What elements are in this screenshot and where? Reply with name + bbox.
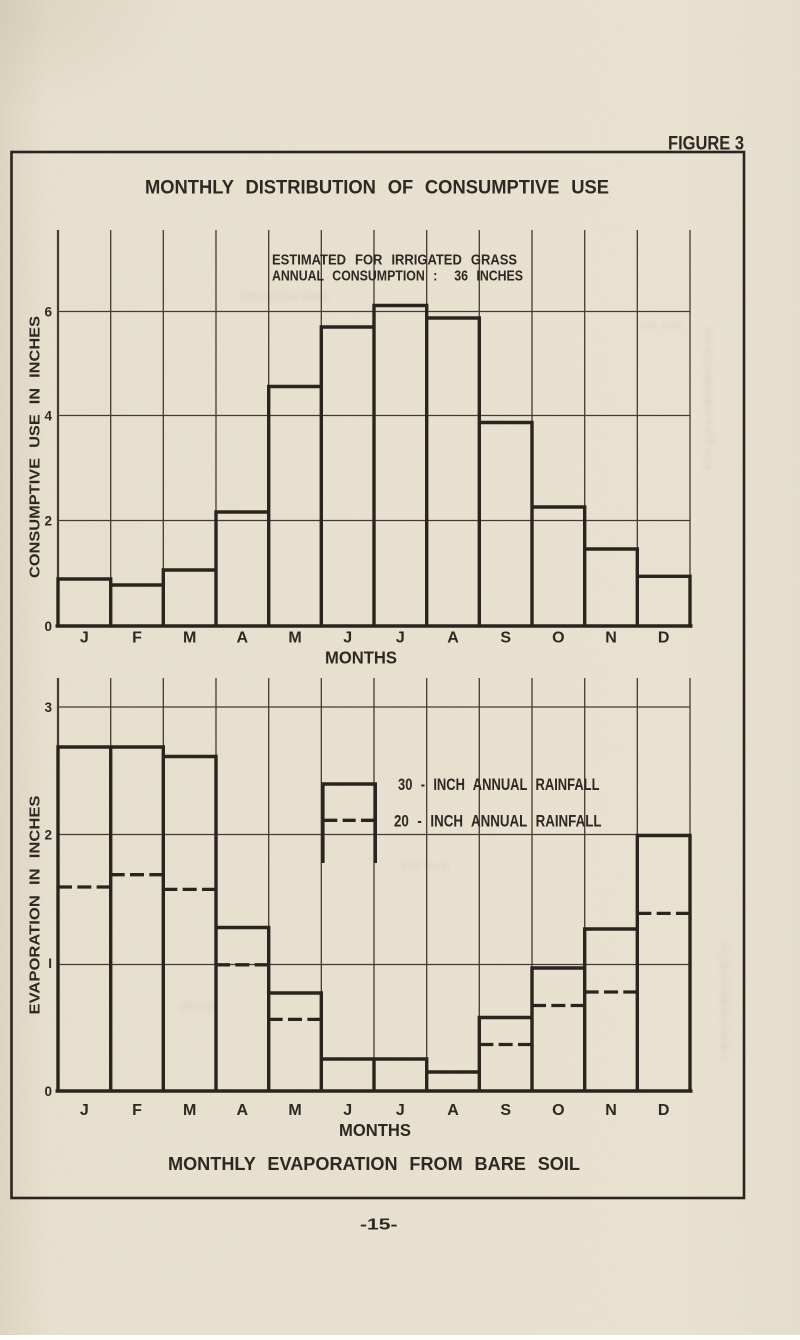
svg-text:N: N	[605, 630, 617, 647]
svg-text:O: O	[552, 630, 564, 647]
svg-text:3: 3	[44, 700, 52, 715]
svg-text:CONSUMPTIVE USE IN INCHES: CONSUMPTIVE USE IN INCHES	[27, 316, 44, 578]
svg-text:mstel: mstel	[180, 998, 219, 1013]
svg-text:J: J	[396, 1102, 405, 1119]
svg-text:0: 0	[44, 1084, 52, 1099]
svg-text:30 - INCH ANNUAL RAINFALL: 30 - INCH ANNUAL RAINFALL	[398, 776, 600, 794]
svg-text:MONTHLY EVAPORATION FROM BARE: MONTHLY EVAPORATION FROM BARE SOIL	[168, 1153, 580, 1174]
svg-text:J: J	[343, 1102, 352, 1119]
svg-text:A: A	[447, 1102, 459, 1119]
svg-text:S: S	[500, 1102, 511, 1119]
svg-text:MONTHS: MONTHS	[339, 1120, 411, 1140]
svg-text:ne sat: ne sat	[640, 318, 684, 333]
svg-text:I: I	[48, 956, 52, 971]
svg-text:ESTIMATED FOR IRRIGATED GRASS: ESTIMATED FOR IRRIGATED GRASS	[272, 253, 517, 269]
svg-text:M: M	[183, 1102, 196, 1119]
svg-text:J: J	[396, 630, 405, 647]
svg-text:6: 6	[44, 305, 52, 320]
svg-text:20 - INCH ANNUAL RAINFALL: 20 - INCH ANNUAL RAINFALL	[394, 813, 602, 831]
svg-text:rwnstedaorklts: rwnstedaorklts	[716, 940, 731, 1060]
svg-text:EVAPORATION IN INCHES: EVAPORATION IN INCHES	[27, 796, 44, 1015]
svg-text:D: D	[658, 1102, 670, 1119]
svg-text:M: M	[183, 630, 196, 647]
svg-text:S: S	[500, 630, 511, 647]
svg-text:M: M	[288, 630, 301, 647]
svg-text:2: 2	[44, 828, 52, 843]
svg-text:ktvgpsobdmrtlaoe: ktvgpsobdmrtlaoe	[700, 325, 715, 470]
svg-text:MONTHLY DISTRIBUTION OF CONSUM: MONTHLY DISTRIBUTION OF CONSUMPTIVE USE	[145, 178, 609, 199]
svg-text:osl erd: osl erd	[400, 858, 450, 873]
svg-text:A: A	[237, 1102, 249, 1119]
svg-text:FIGURE 3: FIGURE 3	[668, 134, 744, 155]
svg-text:4: 4	[44, 409, 52, 424]
svg-text:O: O	[552, 1102, 564, 1119]
svg-text:2: 2	[44, 514, 52, 529]
svg-text:ANNUAL CONSUMPTION : 36 INCHE: ANNUAL CONSUMPTION : 36 INCHES	[272, 269, 523, 285]
svg-text:MONTHS: MONTHS	[325, 648, 397, 668]
svg-text:F: F	[132, 1102, 142, 1119]
svg-text:A: A	[237, 630, 249, 647]
svg-text:-15-: -15-	[360, 1217, 398, 1234]
svg-text:F: F	[132, 630, 142, 647]
svg-text:M: M	[288, 1102, 301, 1119]
svg-text:0: 0	[44, 619, 52, 634]
svg-text:D: D	[658, 630, 670, 647]
svg-text:J: J	[80, 1102, 89, 1119]
svg-text:J: J	[80, 630, 89, 647]
svg-text:N: N	[605, 1102, 617, 1119]
svg-text:ternolse dna: ternolse dna	[240, 288, 329, 303]
svg-text:A: A	[447, 630, 459, 647]
svg-text:J: J	[343, 630, 352, 647]
